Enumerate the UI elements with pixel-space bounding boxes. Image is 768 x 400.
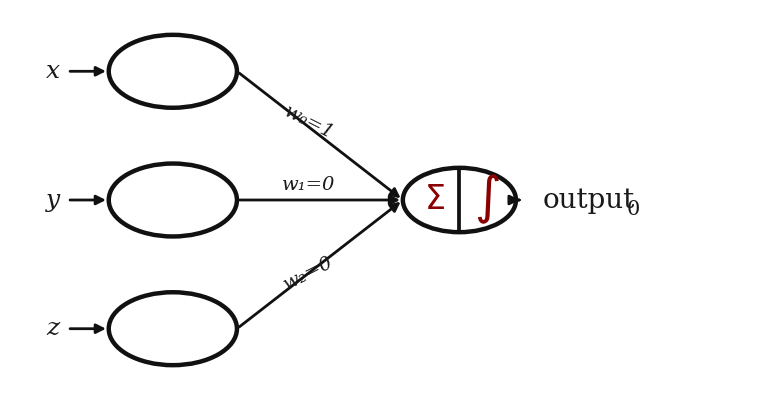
Text: 0: 0 <box>627 200 641 219</box>
Text: $\Sigma$: $\Sigma$ <box>423 183 445 216</box>
Text: z: z <box>47 317 60 340</box>
Text: w₂=0: w₂=0 <box>281 253 336 293</box>
Text: x: x <box>45 60 60 83</box>
Text: $\int$: $\int$ <box>474 172 499 226</box>
Text: output: output <box>542 186 634 214</box>
Text: y: y <box>45 188 60 212</box>
Text: w₀=1: w₀=1 <box>281 103 336 143</box>
Text: w₁=0: w₁=0 <box>282 176 336 194</box>
